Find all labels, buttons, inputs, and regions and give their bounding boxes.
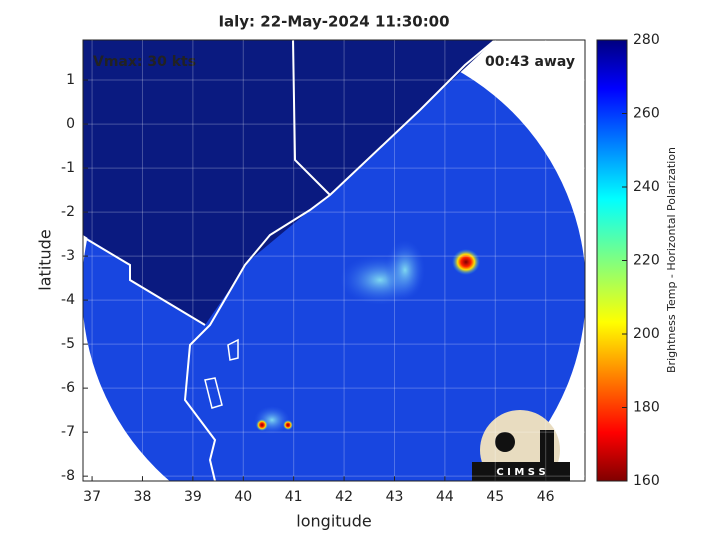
- logo-text: C I M S S: [496, 467, 545, 478]
- colorbar-tick-label: 260: [633, 106, 660, 122]
- chart-title: Ialy: 22-May-2024 11:30:00: [218, 13, 449, 31]
- x-tick-label: 42: [335, 489, 353, 505]
- x-tick-label: 41: [285, 489, 303, 505]
- x-tick-label: 45: [486, 489, 504, 505]
- colorbar-tick-label: 280: [633, 32, 660, 48]
- y-tick-label: -8: [61, 468, 75, 484]
- colorbar-tick-label: 220: [633, 253, 660, 269]
- y-tick-label: -4: [61, 292, 75, 308]
- x-tick-label: 37: [83, 489, 101, 505]
- x-tick-label: 46: [537, 489, 555, 505]
- coastline: [83, 40, 496, 481]
- y-tick-label: 0: [66, 116, 75, 132]
- axes-frame: [82, 39, 586, 482]
- hot-spot: [452, 249, 480, 275]
- y-tick-label: 1: [66, 72, 75, 88]
- colorbar-tick-label: 160: [633, 473, 660, 489]
- x-tick-label: 40: [234, 489, 252, 505]
- x-axis-label: longitude: [296, 512, 371, 531]
- x-tick-label: 39: [184, 489, 202, 505]
- x-tick-label: 38: [134, 489, 152, 505]
- annotation: Vmax: 30 kts: [93, 54, 196, 70]
- y-tick-label: -6: [61, 380, 75, 396]
- y-tick-label: -1: [61, 160, 75, 176]
- logo: C I M S S: [472, 410, 570, 481]
- colorbar-tick-label: 200: [633, 326, 660, 342]
- y-axis-label: latitude: [36, 229, 55, 290]
- y-tick-label: -3: [61, 248, 75, 264]
- y-tick-label: -7: [61, 424, 75, 440]
- y-tick-label: -2: [61, 204, 75, 220]
- x-tick-label: 44: [436, 489, 454, 505]
- annotation: 00:43 away: [485, 54, 575, 70]
- colorbar-label: Brightness Temp - Horizontal Polarizatio…: [665, 147, 678, 373]
- y-tick-label: -5: [61, 336, 75, 352]
- colorbar-tick-label: 180: [633, 400, 660, 416]
- colorbar-tick-label: 240: [633, 179, 660, 195]
- x-tick-label: 43: [386, 489, 404, 505]
- satellite-swath: C I M S S: [83, 40, 585, 481]
